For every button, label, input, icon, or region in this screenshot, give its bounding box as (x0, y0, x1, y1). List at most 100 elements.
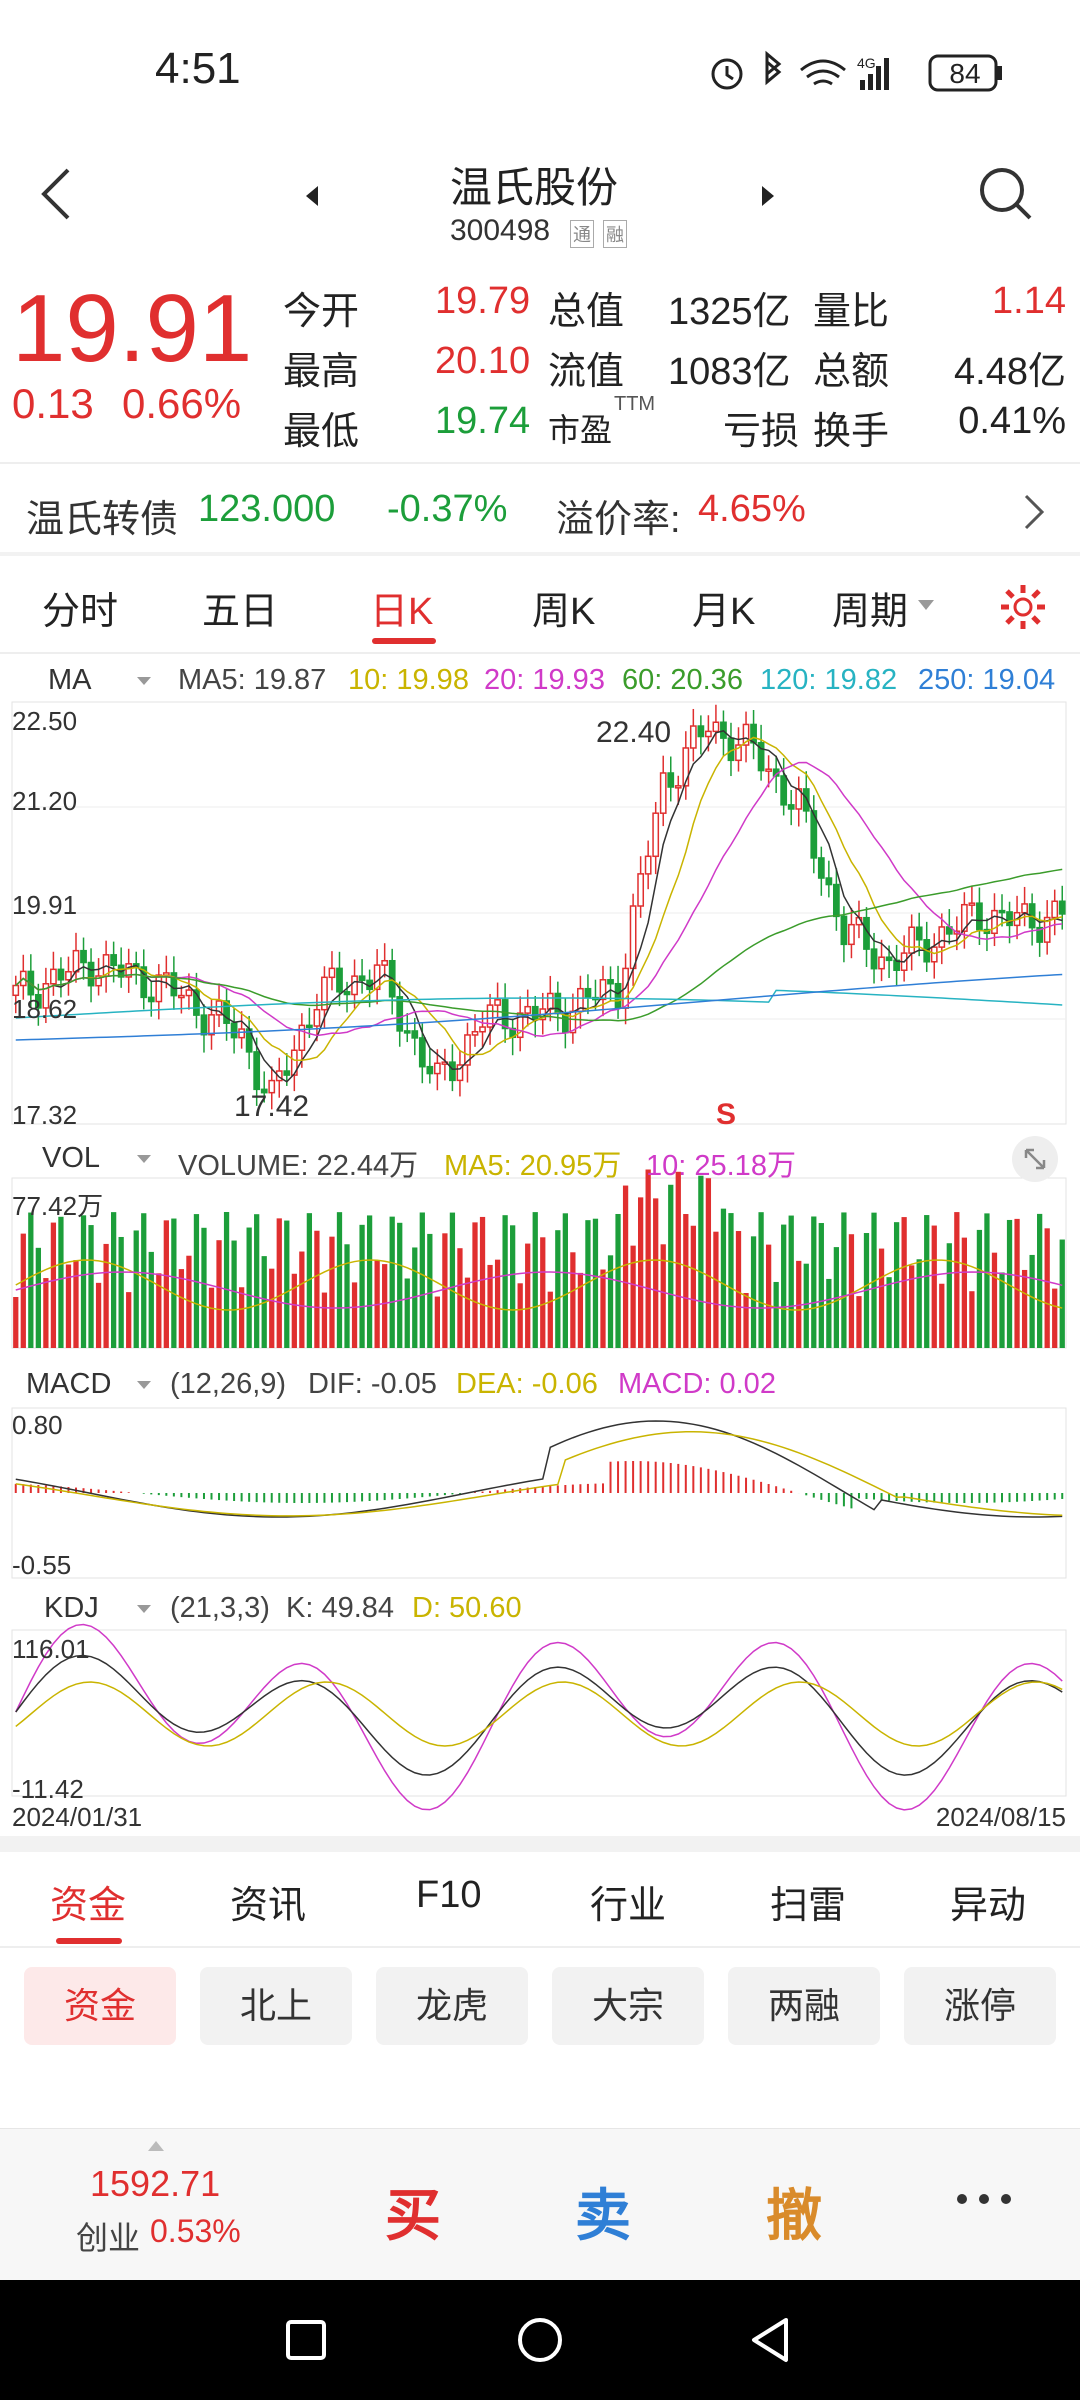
ma-label[interactable]: MA (48, 664, 92, 696)
home-icon[interactable] (516, 2316, 564, 2364)
ma5-value: MA5: 19.87 (178, 664, 327, 696)
trade-bar: 1592.71 创业 0.53% 买 卖 撤 (0, 2128, 1080, 2280)
volume-bar (939, 1283, 945, 1348)
index-value[interactable]: 1592.71 (90, 2163, 221, 2204)
kdj-k: K: 49.84 (286, 1592, 395, 1624)
candle-body (750, 723, 757, 744)
back-nav-icon[interactable] (748, 2316, 792, 2364)
vol-ma5-value: MA5: 20.95万 (444, 1150, 622, 1182)
vol-label[interactable]: VOL (42, 1142, 101, 1174)
bluetooth-icon (765, 50, 782, 86)
candle-body (305, 1024, 313, 1029)
dropdown-icon (137, 1381, 151, 1389)
subtab-block-trade[interactable]: 大宗 (552, 1967, 704, 2045)
tab-f10[interactable]: F10 (416, 1874, 482, 1916)
sell-button[interactable]: 卖 (575, 2184, 631, 2247)
candle-body (283, 1070, 291, 1076)
tab-anomaly[interactable]: 异动 (950, 1885, 1027, 1927)
period-tabs: 分时 五日 日K 周K 月K 周期 (0, 556, 1080, 652)
value-turnover: 0.41% (958, 400, 1066, 442)
tab-five-day[interactable]: 五日 (202, 591, 279, 633)
kdj-params: (21,3,3) (170, 1592, 270, 1624)
label-open: 今开 (283, 291, 360, 333)
vol-axis-max: 77.42万 (12, 1191, 104, 1221)
tab-period[interactable]: 周期 (832, 591, 909, 633)
tab-capital[interactable]: 资金 (50, 1885, 127, 1927)
subtab-capital[interactable]: 资金 (24, 1967, 176, 2045)
candle-body (155, 974, 163, 1003)
tab-news[interactable]: 资讯 (230, 1885, 307, 1927)
candle-body (464, 1034, 471, 1066)
candle-body (524, 1005, 532, 1014)
tab-risk-scan[interactable]: 扫雷 (770, 1885, 847, 1927)
volume-bar (427, 1233, 433, 1348)
settings-gear-icon[interactable] (998, 582, 1048, 632)
value-high: 20.10 (435, 340, 531, 382)
candle-body (449, 1061, 456, 1082)
volume-bar (472, 1222, 478, 1348)
volume-bar (156, 1273, 162, 1348)
volume-bar (909, 1265, 915, 1348)
candle-body (110, 954, 118, 967)
ma-legend: MA MA5: 19.87 10: 19.98 20: 19.93 60: 20… (0, 656, 1080, 704)
volume-bar (449, 1212, 456, 1348)
candle-body (689, 725, 697, 749)
index-name: 创业 (76, 2220, 141, 2256)
last-price: 19.91 (12, 275, 253, 382)
volume-bar (208, 1287, 215, 1348)
more-icon[interactable] (954, 2189, 1014, 2209)
tab-daily-k[interactable]: 日K (370, 591, 434, 633)
candle-body (1036, 926, 1044, 943)
candle-body (411, 1030, 419, 1039)
volume-value: VOLUME: 22.44万 (178, 1150, 419, 1182)
tab-weekly-k[interactable]: 周K (532, 591, 596, 633)
volume-bar (743, 1293, 749, 1348)
prev-stock-icon[interactable] (302, 184, 322, 208)
candle-body (313, 1008, 321, 1027)
volume-bar (20, 1233, 26, 1348)
ma60-line (15, 868, 1063, 1022)
stock-charts[interactable] (0, 700, 1080, 1830)
kdj-label[interactable]: KDJ (44, 1592, 99, 1624)
back-icon[interactable] (36, 164, 76, 224)
expand-chart-button[interactable] (1012, 1136, 1058, 1182)
candle-body (531, 1005, 539, 1021)
kline-axis-top: 22.50 (12, 706, 78, 736)
buy-button[interactable]: 买 (385, 2184, 441, 2247)
chart-pane-frame (11, 1629, 1067, 1797)
candle-body (238, 1028, 246, 1039)
recent-apps-icon[interactable] (284, 2318, 328, 2362)
volume-bar (126, 1292, 132, 1348)
candle-body (358, 975, 366, 982)
bond-row[interactable]: 温氏转债 123.000 -0.37% 溢价率: 4.65% (0, 464, 1080, 554)
candle-body (614, 982, 622, 1009)
volume-bar (630, 1245, 636, 1348)
dropdown-icon (137, 1605, 151, 1613)
search-icon[interactable] (976, 164, 1036, 224)
volume-bar (555, 1230, 561, 1348)
subtab-margin[interactable]: 两融 (728, 1967, 880, 2045)
network-label: 4G (857, 55, 876, 71)
volume-bar (13, 1297, 19, 1348)
tab-monthly-k[interactable]: 月K (692, 591, 756, 633)
subtab-northbound[interactable]: 北上 (200, 1967, 352, 2045)
next-stock-icon[interactable] (758, 184, 778, 208)
subtab-dragon-tiger[interactable]: 龙虎 (376, 1967, 528, 2045)
volume-bar (1052, 1288, 1058, 1348)
volume-bar (547, 1291, 553, 1348)
volume-bar (1021, 1269, 1028, 1348)
candle-body (599, 979, 607, 1001)
candle-body (298, 1024, 306, 1051)
price-change: 0.13 (12, 380, 94, 427)
candle-body (817, 857, 825, 879)
cancel-order-button[interactable]: 撤 (766, 2184, 822, 2247)
volume-bar (479, 1216, 486, 1348)
tab-intraday[interactable]: 分时 (42, 591, 119, 633)
candle-body (381, 959, 389, 966)
subtab-limit-up[interactable]: 涨停 (904, 1967, 1056, 2045)
tab-industry[interactable]: 行业 (590, 1885, 667, 1927)
candle-body (223, 1000, 230, 1024)
volume-bar (517, 1283, 523, 1348)
macd-label[interactable]: MACD (26, 1368, 112, 1400)
candle-body (840, 915, 848, 946)
